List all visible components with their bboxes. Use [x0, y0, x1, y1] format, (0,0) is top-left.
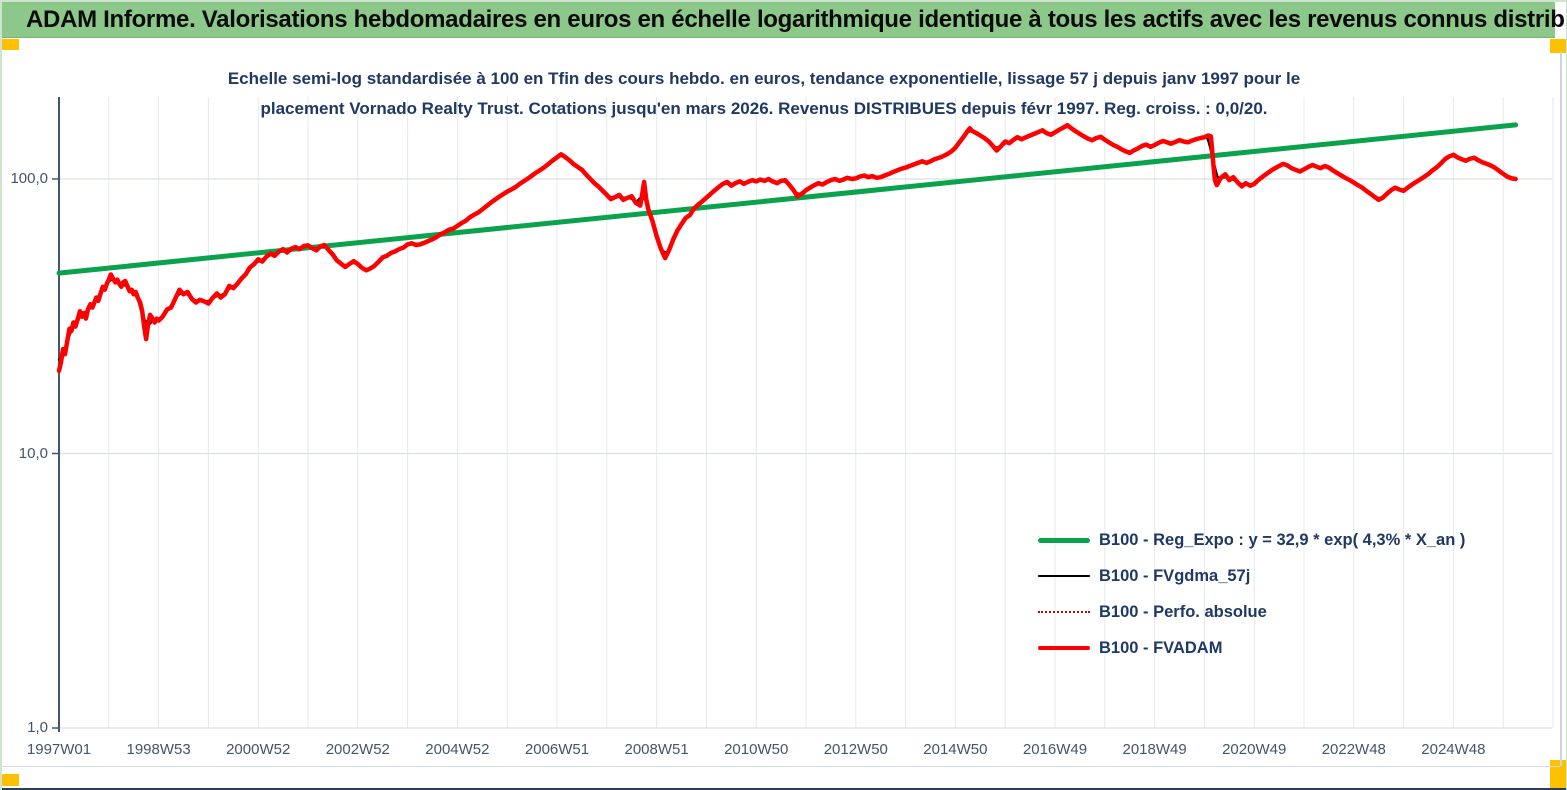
legend-line-sample	[1038, 611, 1090, 613]
legend-item-label: B100 - FVgdma_57j	[1099, 566, 1251, 585]
x-axis-tick-label: 2000W52	[226, 741, 291, 758]
banner-title-text: ADAM Informe. Valorisations hebdomadaire…	[26, 6, 1567, 33]
chart-title-line-2: placement Vornado Realty Trust. Cotation…	[260, 99, 1268, 118]
title-banner: ADAM Informe. Valorisations hebdomadaire…	[2, 2, 1566, 38]
right-edge-rail	[1560, 52, 1562, 766]
x-axis-tick-label: 2018W49	[1122, 741, 1187, 758]
legend-item-label: B100 - Perfo. absolue	[1099, 602, 1267, 621]
chart-frame-bottom-line	[2, 766, 1560, 767]
x-axis-tick-label: 2012W50	[823, 741, 888, 758]
x-axis-tick-label: 2006W51	[524, 741, 590, 758]
legend-line-sample	[1038, 537, 1090, 543]
series-perfo-line	[58, 124, 1517, 372]
corner-marker-bottom-left	[2, 774, 19, 786]
legend-item-label: B100 - FVADAM	[1099, 638, 1223, 657]
legend-item: B100 - FVgdma_57j	[1038, 558, 1465, 594]
legend-line-sample	[1038, 574, 1090, 578]
x-axis-tick-label: 2022W48	[1321, 741, 1386, 758]
series-fvgdma-line	[57, 125, 1517, 361]
corner-marker-top-right	[1550, 39, 1566, 53]
x-axis-tick-label: 1998W53	[126, 741, 191, 758]
chart-title-line-1: Echelle semi-log standardisée à 100 en T…	[227, 69, 1301, 88]
y-axis-tick-label: 1,0	[27, 719, 48, 736]
x-axis-tick-label: 2002W52	[325, 741, 390, 758]
legend-line-sample	[1038, 645, 1090, 651]
y-axis-tick-label: 100,0	[10, 170, 48, 187]
legend-item: B100 - Reg_Expo : y = 32,9 * exp( 4,3% *…	[1038, 522, 1465, 558]
legend-item-label: B100 - Reg_Expo : y = 32,9 * exp( 4,3% *…	[1099, 530, 1466, 549]
x-axis-tick-label: 2004W52	[425, 741, 490, 758]
x-axis-tick-label: 2010W50	[724, 741, 789, 758]
x-axis-tick-label: 2014W50	[923, 741, 988, 758]
legend-item: B100 - Perfo. absolue	[1038, 594, 1465, 630]
y-axis-tick-label: 10,0	[18, 444, 48, 462]
legend-item: B100 - FVADAM	[1038, 630, 1465, 666]
window-bottom-border	[2, 788, 1566, 790]
series-fvadam-line	[56, 122, 1518, 374]
corner-marker-top-left	[2, 39, 19, 50]
x-axis-tick-label: 2024W48	[1421, 741, 1486, 758]
x-axis-tick-label: 1997W01	[26, 741, 92, 758]
x-axis-tick-label: 2008W51	[624, 741, 689, 758]
x-axis-tick-label: 2016W49	[1022, 741, 1088, 758]
x-axis-tick-label: 2020W49	[1222, 741, 1287, 758]
corner-marker-bottom-right	[1550, 760, 1566, 788]
chart-legend: B100 - Reg_Expo : y = 32,9 * exp( 4,3% *…	[1038, 522, 1465, 666]
